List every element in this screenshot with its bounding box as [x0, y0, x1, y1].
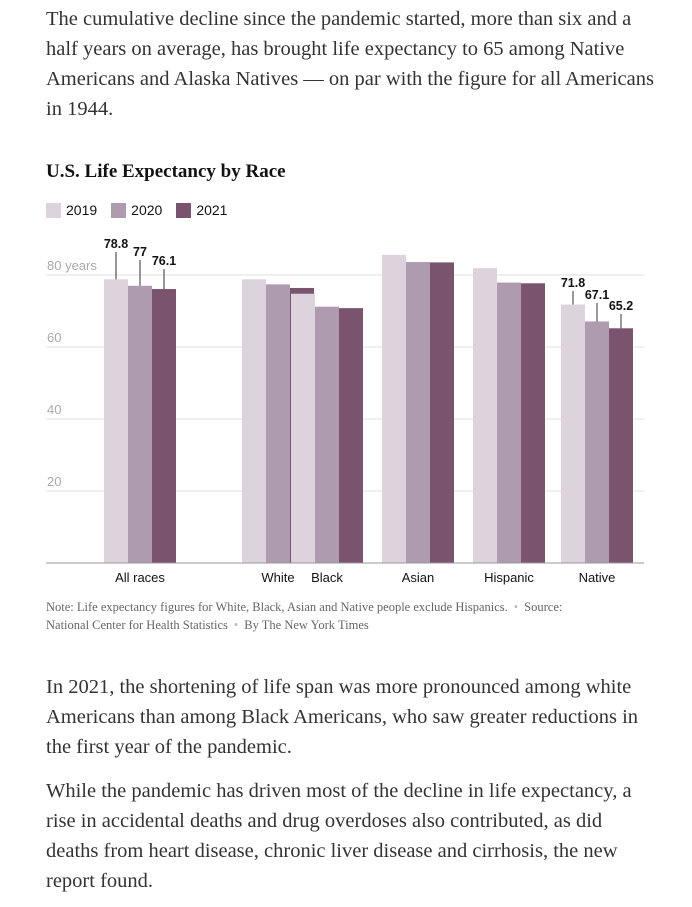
body-paragraph: While the pandemic has driven most of th…: [46, 780, 632, 892]
bar-asian-2019: [382, 254, 406, 563]
x-tick-label-white: White: [261, 570, 294, 585]
bar-hispanic-2021: [521, 283, 545, 563]
life-expectancy-bar-chart: 20 40 60 80 years All races White Black Asian Hi…: [46, 237, 644, 585]
x-tick-label-asian: Asian: [402, 570, 435, 585]
chart-source: Source: National Center for Health Stati…: [46, 600, 563, 632]
x-tick-label-black: Black: [311, 570, 343, 585]
bar-native-2019: [561, 304, 585, 563]
body-paragraph: In 2021, the shortening of life span was…: [46, 676, 639, 758]
bar-all-races-2019: [104, 279, 128, 563]
bar-native-2020: [585, 321, 609, 563]
bar-all-races-2021: [152, 289, 176, 563]
bar-black-2021: [339, 308, 363, 563]
y-tick-label-80: 80 years: [47, 258, 97, 273]
chart-title: U.S. Life Expectancy by Race: [46, 161, 286, 182]
separator-dot: •: [513, 600, 519, 614]
x-tick-label-hispanic: Hispanic: [484, 570, 534, 585]
legend-item-2021: 2021: [176, 202, 227, 218]
data-label-native-2021: 65.2: [609, 299, 633, 313]
data-label-native-2020: 67.1: [585, 288, 609, 302]
bar-white-2019: [242, 279, 266, 563]
data-label-all-races-2019: 78.8: [104, 237, 128, 251]
legend-swatch-2021: [176, 202, 192, 218]
legend-item-2020: 2020: [111, 202, 162, 218]
chart-footnote: Note: Life expectancy figures for White,…: [46, 598, 606, 634]
bar-hispanic-2019: [473, 268, 497, 563]
intro-paragraph: The cumulative decline since the pandemi…: [46, 8, 654, 120]
bar-black-2020: [315, 306, 339, 563]
bar-asian-2021: [430, 262, 454, 563]
chart-legend: 2019 2020 2021: [46, 202, 241, 218]
bar-black-2019: [291, 293, 315, 563]
bar-native-2021: [609, 328, 633, 563]
chart-note: Note: Life expectancy figures for White,…: [46, 600, 508, 614]
x-tick-label-native: Native: [579, 570, 616, 585]
y-tick-label-60: 60: [47, 330, 61, 345]
legend-swatch-2019: [46, 202, 61, 218]
legend-label-2020: 2020: [131, 202, 163, 218]
bar-asian-2020: [406, 262, 430, 563]
data-label-native-2019: 71.8: [561, 276, 585, 290]
legend-item-2019: 2019: [46, 202, 97, 218]
data-label-all-races-2020: 77: [133, 245, 147, 259]
separator-dot: •: [233, 618, 239, 632]
y-tick-label-40: 40: [47, 402, 61, 417]
legend-swatch-2020: [111, 202, 127, 218]
legend-label-2019: 2019: [66, 202, 98, 218]
bar-white-2020: [266, 284, 290, 563]
x-tick-label-all-races: All races: [115, 570, 165, 585]
y-tick-label-20: 20: [47, 474, 61, 489]
bar-all-races-2020: [128, 285, 152, 563]
legend-label-2021: 2021: [196, 202, 228, 218]
chart-byline: By The New York Times: [244, 618, 369, 632]
bar-hispanic-2020: [497, 282, 521, 563]
data-label-all-races-2021: 76.1: [152, 254, 176, 268]
